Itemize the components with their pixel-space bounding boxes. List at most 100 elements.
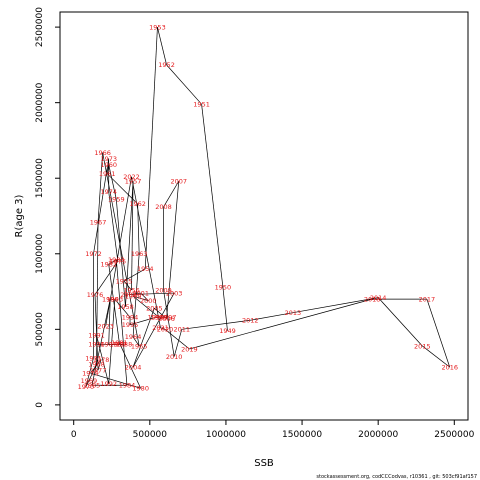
x-tick-label: 1000000 <box>206 430 246 440</box>
point-label-2008: 2008 <box>155 203 172 211</box>
point-label-1960: 1960 <box>100 161 117 169</box>
trajectory-segment <box>85 357 94 387</box>
trajectory-segment <box>163 181 180 208</box>
trajectory-segment <box>189 298 373 350</box>
trajectory-segment <box>166 64 202 105</box>
point-label-2018: 2018 <box>364 295 381 303</box>
footer-credit: stockassessment.org, codCCCodvas, r10361… <box>316 474 477 480</box>
trajectory-segment <box>106 173 138 205</box>
y-tick-label: 2000000 <box>35 82 45 122</box>
point-label-1965: 1965 <box>131 342 148 350</box>
point-label-1975: 1975 <box>110 258 127 266</box>
point-label-1979: 1979 <box>82 369 99 377</box>
point-label-1971: 1971 <box>85 354 102 362</box>
point-label-1968: 1968 <box>88 360 105 368</box>
point-label-1969: 1969 <box>81 377 98 385</box>
point-label-1986: 1986 <box>102 295 119 303</box>
point-label-1963: 1963 <box>131 250 148 258</box>
point-label-1951: 1951 <box>193 100 210 108</box>
point-label-2012: 2012 <box>242 317 259 325</box>
trajectory-segment <box>292 297 379 314</box>
point-label-1983: 1983 <box>108 256 125 264</box>
point-label-2022: 2022 <box>123 173 140 181</box>
trajectory-segment <box>115 259 128 386</box>
point-label-2020: 2020 <box>157 326 174 334</box>
point-label-1961: 1961 <box>99 170 116 178</box>
point-label-1950: 1950 <box>215 283 232 291</box>
point-label-1956: 1956 <box>123 286 140 294</box>
point-label-2002: 2002 <box>120 291 137 299</box>
point-label-1991: 1991 <box>88 332 105 340</box>
point-label-2015: 2015 <box>414 342 431 350</box>
point-label-1962: 1962 <box>129 200 146 208</box>
trajectory-segment <box>201 104 224 288</box>
point-label-1997: 1997 <box>160 314 177 322</box>
point-label-1967: 1967 <box>90 218 107 226</box>
trajectory-segment <box>91 299 111 386</box>
trajectory-segment <box>96 335 110 384</box>
trajectory-segment <box>115 199 126 307</box>
trajectory-segment <box>132 295 160 318</box>
trajectory-segment <box>108 299 111 345</box>
trajectory-segment <box>125 181 134 307</box>
trajectory-segment <box>132 308 155 368</box>
trajectory-segment <box>105 176 132 327</box>
point-label-1949: 1949 <box>219 327 236 335</box>
trajectory-segment <box>129 316 157 326</box>
trajectory-segment <box>97 152 103 223</box>
point-label-2021: 2021 <box>152 324 169 332</box>
trajectory-segment <box>128 292 175 295</box>
point-label-1995: 1995 <box>122 321 139 329</box>
y-tick-label: 1000000 <box>35 233 45 273</box>
point-label-1959: 1959 <box>108 196 125 204</box>
point-label-1977: 1977 <box>90 366 107 374</box>
point-label-2003: 2003 <box>166 289 183 297</box>
point-label-2010: 2010 <box>166 353 183 361</box>
trajectory-segment <box>119 342 142 389</box>
point-label-1978: 1978 <box>93 356 110 364</box>
trajectory-segment <box>132 253 140 337</box>
point-label-1981: 1981 <box>111 339 128 347</box>
point-label-1955: 1955 <box>116 277 133 285</box>
point-label-1976: 1976 <box>87 291 104 299</box>
trajectory-segment <box>114 298 131 318</box>
point-label-1952: 1952 <box>158 61 175 69</box>
point-label-2014: 2014 <box>370 294 387 302</box>
trajectory-segment <box>132 292 175 368</box>
point-label-2011: 2011 <box>174 326 191 334</box>
trajectory-segment <box>173 329 183 357</box>
trajectory-lines <box>85 27 451 389</box>
point-label-1953: 1953 <box>149 23 166 31</box>
point-label-1957: 1957 <box>125 178 142 186</box>
trajectory-segment <box>108 264 120 343</box>
point-label-1964: 1964 <box>125 333 142 341</box>
x-axis: 0 500000 1000000 1500000 2000000 2500000 <box>71 420 475 440</box>
point-label-1954: 1954 <box>137 265 154 273</box>
x-tick-label: 2000000 <box>358 430 398 440</box>
y-tick-label: 500000 <box>35 312 45 347</box>
point-label-2023: 2023 <box>97 323 114 331</box>
point-label-2019: 2019 <box>181 345 198 353</box>
trajectory-segment <box>97 359 102 371</box>
point-label-1987: 1987 <box>100 341 117 349</box>
x-axis-label: SSB <box>254 458 274 469</box>
point-label-1985: 1985 <box>84 382 101 390</box>
trajectory-segment <box>164 329 190 350</box>
point-label-1992: 1992 <box>100 380 117 388</box>
trajectory-segment <box>154 307 167 320</box>
x-tick-label: 2500000 <box>434 430 474 440</box>
point-label-1999: 1999 <box>125 292 142 300</box>
trajectory-segment <box>108 299 116 384</box>
point-label-1993: 1993 <box>107 295 124 303</box>
trajectory-segment <box>131 176 161 328</box>
point-label-1988: 1988 <box>116 341 133 349</box>
plot-frame <box>59 11 469 421</box>
trajectory-segment <box>426 298 451 368</box>
point-label-1966: 1966 <box>94 149 111 157</box>
point-label-1996: 1996 <box>148 314 165 322</box>
y-tick-label: 2500000 <box>35 7 45 47</box>
trajectory-segment <box>132 295 149 301</box>
trajectory-segment <box>181 319 251 330</box>
point-label-1974: 1974 <box>100 188 117 196</box>
